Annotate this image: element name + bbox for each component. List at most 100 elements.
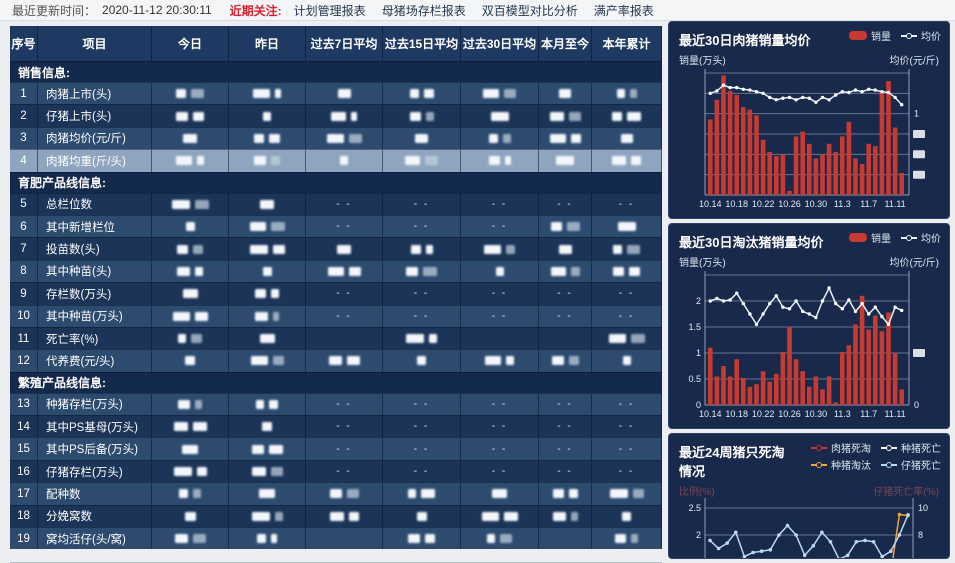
table-row-11[interactable]: 11 死亡率(%) [10, 326, 662, 350]
value-cell: - - [461, 192, 539, 215]
redacted-value [500, 534, 512, 544]
redacted-value [274, 511, 283, 521]
table-row-3[interactable]: 3 肉猪均价(元/斤) [10, 126, 662, 150]
legend-item-仔猪死亡[interactable]: 仔猪死亡 [881, 457, 941, 472]
legend-dot-icon [886, 461, 892, 468]
redacted-value [185, 222, 195, 232]
value-cell [592, 214, 662, 238]
table-row-14[interactable]: 14 其中PS基母(万头) - - - - - - - - - - [10, 415, 662, 438]
update-time-value: 2020-11-12 20:30:11 [102, 3, 212, 17]
table-row-5[interactable]: 5 总栏位数 - - - - - - - - - - [10, 192, 662, 215]
value-cell [592, 349, 662, 372]
value-cell: - - [592, 392, 662, 416]
value-cell [592, 237, 662, 260]
table-row-18[interactable]: 18 分娩窝数 [10, 504, 662, 528]
table-row-1[interactable]: 1 肉猪上市(头) [10, 82, 662, 105]
legend-item-销量[interactable]: 销量 [849, 28, 891, 43]
legend-item-种猪死亡[interactable]: 种猪死亡 [881, 440, 941, 455]
value-cell: - - [306, 459, 383, 483]
redacted-value [627, 244, 640, 254]
axis-labels: 销量(万头) 均价(元/斤) [679, 254, 939, 269]
value-cell [539, 82, 592, 105]
row-item-label: 肉猪均重(斤/头) [38, 149, 152, 172]
column-header-6: 过去30日平均 [461, 26, 539, 61]
redacted-value [185, 356, 195, 366]
value-cell [152, 282, 229, 305]
line-series-仔猪死亡 [708, 513, 910, 558]
redacted-value [331, 111, 346, 121]
report-link-2[interactable]: 母猪场存栏报表 [381, 3, 466, 18]
empty-value-dash: - - [491, 288, 508, 300]
legend-item-均价[interactable]: 均价 [901, 230, 941, 245]
svg-text:10.18: 10.18 [725, 409, 748, 419]
value-cell [152, 415, 229, 438]
chart-legend: 销量 均价 [849, 28, 941, 43]
legend-label: 肉猪死淘 [831, 444, 871, 455]
legend-item-种猪淘汰[interactable]: 种猪淘汰 [811, 457, 871, 472]
table-row-13[interactable]: 13 种猪存栏(万头) - - - - - - - - - - [10, 392, 662, 416]
table-row-10[interactable]: 10 其中种苗(万头) - - - - - - - - - - [10, 304, 662, 327]
empty-value-dash: - - [618, 398, 635, 410]
value-cell [383, 104, 461, 127]
redacted-value [613, 244, 622, 254]
table-row-9[interactable]: 9 存栏数(万头) - - - - - - - - - - [10, 282, 662, 305]
redacted-value [617, 222, 636, 232]
value-cell [152, 192, 229, 215]
table-row-2[interactable]: 2 仔猪上市(头) [10, 104, 662, 127]
value-cell [306, 349, 383, 372]
legend-bar-swatch-icon [849, 233, 867, 242]
value-cell [592, 326, 662, 350]
value-cell [383, 349, 461, 372]
legend-line-swatch-icon [881, 444, 897, 451]
value-cell [152, 126, 229, 150]
value-cell: - - [539, 282, 592, 305]
value-cell: - - [592, 282, 662, 305]
table-row-6[interactable]: 6 其中新增栏位 - - - - - - [10, 214, 662, 238]
report-link-3[interactable]: 双百模型对比分析 [481, 3, 578, 18]
row-item-label: 其中PS后备(万头) [38, 437, 152, 460]
right-axis-label: 仔猪死亡率(%) [873, 487, 939, 498]
value-cell [306, 149, 383, 172]
table-row-17[interactable]: 17 配种数 [10, 482, 662, 505]
table-row-15[interactable]: 15 其中PS后备(万头) - - - - - - - - - - [10, 437, 662, 460]
legend-dot-icon [816, 444, 822, 451]
table-row-4[interactable]: 4 肉猪均重(斤/头) [10, 149, 662, 172]
value-cell [229, 192, 306, 215]
table-row-19[interactable]: 19 窝均活仔(头/窝) [10, 527, 662, 550]
axis-labels: 比例(%) 仔猪死亡率(%) [679, 483, 939, 498]
legend-item-均价[interactable]: 均价 [901, 28, 941, 43]
value-cell: - - [306, 392, 383, 416]
chart-title: 最近30日肉猪销量均价 [679, 33, 811, 48]
empty-value-dash: - - [557, 288, 573, 300]
value-cell: - - [383, 282, 461, 305]
value-cell [229, 392, 306, 416]
report-link-4[interactable]: 满产率报表 [593, 3, 654, 18]
table-row-16[interactable]: 16 仔猪存栏(万头) - - - - - - - - - - [10, 459, 662, 483]
right-axis-label: 均价(元/斤) [889, 56, 939, 67]
value-cell [592, 504, 662, 528]
redacted-value [253, 89, 270, 99]
svg-text:11.3: 11.3 [834, 199, 851, 209]
empty-value-dash: - - [618, 421, 635, 433]
kpi-table: 序号 项目 今日 昨日 过去7日平均 过去15日平均 过去30日平均 本月至今 本年累计 销售信… [10, 26, 662, 563]
svg-text:10: 10 [918, 503, 928, 513]
report-link-1[interactable]: 计划管理报表 [293, 3, 366, 18]
value-cell [539, 214, 592, 238]
redacted-value [194, 199, 209, 209]
legend-item-销量[interactable]: 销量 [849, 230, 891, 245]
value-cell [229, 482, 306, 505]
value-cell: - - [461, 282, 539, 305]
table-row-7[interactable]: 7 投苗数(头) [10, 237, 662, 260]
left-tick-labels: 2 1.5 1 0.5 0 [688, 296, 701, 410]
value-cell [539, 326, 592, 350]
table-row-8[interactable]: 8 其中种苗(头) [10, 259, 662, 283]
svg-text:11.7: 11.7 [860, 199, 877, 209]
empty-value-dash: - - [413, 221, 430, 233]
legend-item-肉猪死淘[interactable]: 肉猪死淘 [811, 440, 871, 455]
redacted-value [568, 489, 578, 499]
value-cell [306, 82, 383, 105]
legend-dot-icon [816, 461, 822, 468]
table-row-12[interactable]: 12 代养费(元/头) [10, 349, 662, 372]
redacted-value [425, 244, 433, 254]
svg-text:11.7: 11.7 [860, 409, 877, 419]
